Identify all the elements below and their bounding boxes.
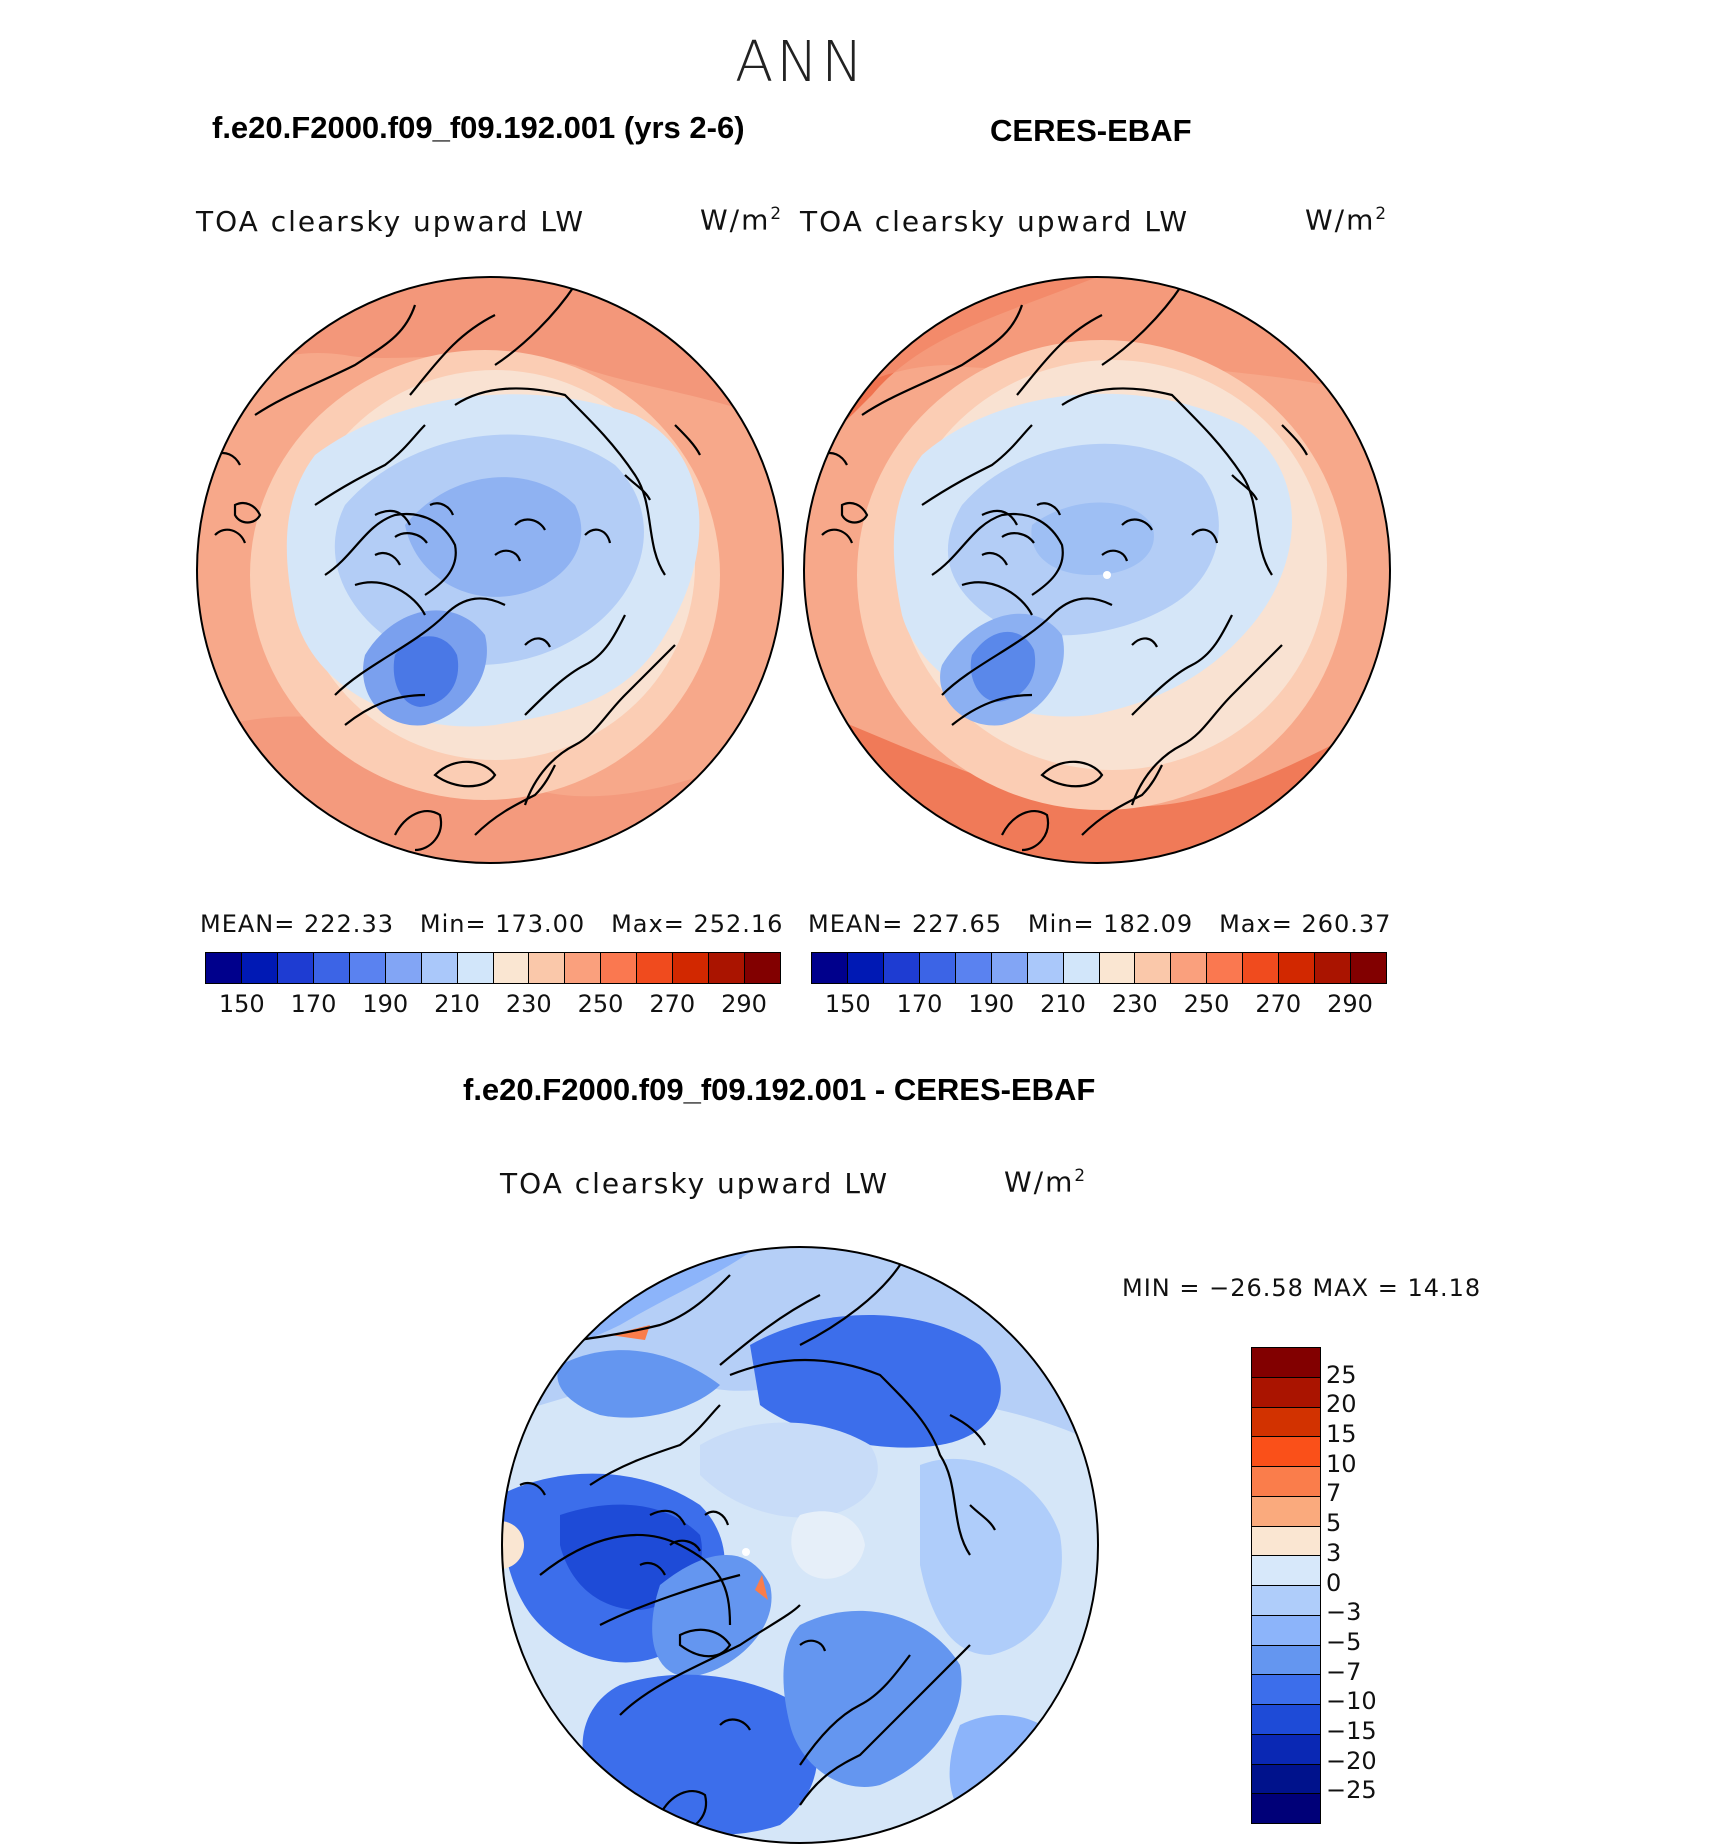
colorbar-swatch	[1252, 1526, 1320, 1557]
colorbar-swatch	[1252, 1377, 1320, 1408]
colorbar-tick-label: −7	[1326, 1657, 1362, 1686]
colorbar-swatch	[955, 953, 992, 983]
colorbar-swatch	[991, 953, 1028, 983]
colorbar-tick-label: 290	[721, 990, 767, 1018]
colorbar-swatch	[1063, 953, 1100, 983]
colorbar-swatch	[1351, 953, 1386, 983]
colorbar-swatch	[1279, 953, 1316, 983]
colorbar-tick-label: 15	[1326, 1420, 1357, 1449]
diff-polar-map	[501, 1246, 1099, 1844]
colorbar-swatch	[565, 953, 602, 983]
colorbar-swatch	[1252, 1734, 1320, 1765]
colorbar-swatch	[745, 953, 780, 983]
colorbar-tick-label: 150	[824, 990, 871, 1018]
colorbar-swatch	[1252, 1794, 1320, 1823]
colorbar-swatch	[206, 953, 242, 983]
colorbar-tick-label: 170	[290, 990, 337, 1018]
colorbar-tick-label: 25	[1326, 1360, 1357, 1389]
colorbar-tick-label: 230	[505, 990, 552, 1018]
colorbar-swatch	[1243, 953, 1280, 983]
colorbar-swatch	[919, 953, 956, 983]
colorbar-tick-label: 210	[434, 990, 480, 1018]
colorbar-tick-label: 150	[218, 990, 265, 1018]
diff-minmax: MIN = −26.58 MAX = 14.18	[1122, 1274, 1482, 1302]
colorbar-swatch	[421, 953, 458, 983]
colorbar-swatch	[493, 953, 530, 983]
colorbar-tick-label: 270	[1255, 990, 1302, 1018]
colorbar-tick-label: −25	[1326, 1776, 1377, 1805]
colorbar-tick-label: 190	[362, 990, 409, 1018]
colorbar-tick-label: 20	[1326, 1390, 1357, 1419]
colorbar-swatch	[349, 953, 386, 983]
colorbar-tick-label: −15	[1326, 1716, 1377, 1745]
colorbar-swatch	[673, 953, 710, 983]
colorbar-swatch	[1252, 1675, 1320, 1705]
colorbar-tick-label: 10	[1326, 1449, 1357, 1478]
figure-title: ANN	[735, 30, 867, 95]
right-colorbar	[811, 952, 1387, 984]
colorbar-swatch	[1252, 1496, 1320, 1527]
colorbar-swatch	[847, 953, 884, 983]
colorbar-swatch	[1171, 953, 1208, 983]
colorbar-swatch	[1252, 1556, 1320, 1586]
colorbar-swatch	[277, 953, 314, 983]
colorbar-tick-label: 170	[896, 990, 943, 1018]
colorbar-swatch	[812, 953, 848, 983]
colorbar-swatch	[457, 953, 494, 983]
colorbar-tick-label: 3	[1326, 1538, 1342, 1567]
left-colorbar	[205, 952, 781, 984]
colorbar-swatch	[709, 953, 746, 983]
diff-variable-label: TOA clearsky upward LW	[500, 1167, 890, 1200]
colorbar-swatch	[883, 953, 920, 983]
colorbar-swatch	[1315, 953, 1352, 983]
right-variable-label: TOA clearsky upward LW	[800, 205, 1190, 238]
colorbar-tick-label: −5	[1326, 1627, 1362, 1656]
colorbar-swatch	[313, 953, 350, 983]
colorbar-tick-label: 210	[1040, 990, 1086, 1018]
right-stats: MEAN= 227.65 Min= 182.09 Max= 260.37	[808, 910, 1392, 938]
colorbar-tick-label: −3	[1326, 1598, 1362, 1627]
colorbar-swatch	[1252, 1467, 1320, 1497]
diff-heading: f.e20.F2000.f09_f09.192.001 - CERES-EBAF	[463, 1072, 1096, 1107]
colorbar-swatch	[1135, 953, 1172, 983]
colorbar-tick-label: 7	[1326, 1479, 1342, 1508]
colorbar-swatch	[1252, 1437, 1320, 1467]
left-panel-heading: f.e20.F2000.f09_f09.192.001 (yrs 2-6)	[212, 110, 745, 145]
colorbar-swatch	[601, 953, 638, 983]
right-panel-heading: CERES-EBAF	[990, 113, 1192, 148]
colorbar-tick-label: 250	[577, 990, 624, 1018]
colorbar-swatch	[1252, 1348, 1320, 1378]
colorbar-swatch	[1252, 1645, 1320, 1676]
left-polar-map	[196, 276, 784, 864]
colorbar-tick-label: 250	[1183, 990, 1230, 1018]
colorbar-swatch	[241, 953, 278, 983]
colorbar-tick-label: −10	[1326, 1687, 1377, 1716]
left-variable-label: TOA clearsky upward LW	[196, 205, 586, 238]
colorbar-tick-label: 5	[1326, 1509, 1342, 1538]
colorbar-swatch	[1252, 1615, 1320, 1646]
colorbar-swatch	[1252, 1586, 1320, 1616]
colorbar-tick-label: 290	[1327, 990, 1373, 1018]
colorbar-tick-label: 0	[1326, 1568, 1342, 1597]
diff-colorbar	[1251, 1347, 1321, 1824]
colorbar-tick-label: 270	[649, 990, 696, 1018]
colorbar-swatch	[1027, 953, 1064, 983]
diff-units-label: W/m2	[1004, 1165, 1088, 1199]
colorbar-tick-label: 190	[968, 990, 1015, 1018]
left-units-label: W/m2	[700, 203, 784, 237]
right-units-label: W/m2	[1305, 203, 1389, 237]
right-polar-map	[803, 276, 1391, 864]
colorbar-tick-label: −20	[1326, 1746, 1377, 1775]
colorbar-swatch	[1252, 1764, 1320, 1795]
colorbar-swatch	[1099, 953, 1136, 983]
colorbar-tick-label: 230	[1111, 990, 1158, 1018]
left-stats: MEAN= 222.33 Min= 173.00 Max= 252.16	[200, 910, 784, 938]
colorbar-swatch	[1207, 953, 1244, 983]
colorbar-swatch	[529, 953, 566, 983]
colorbar-swatch	[1252, 1705, 1320, 1735]
colorbar-swatch	[637, 953, 674, 983]
colorbar-swatch	[1252, 1407, 1320, 1438]
colorbar-swatch	[385, 953, 422, 983]
